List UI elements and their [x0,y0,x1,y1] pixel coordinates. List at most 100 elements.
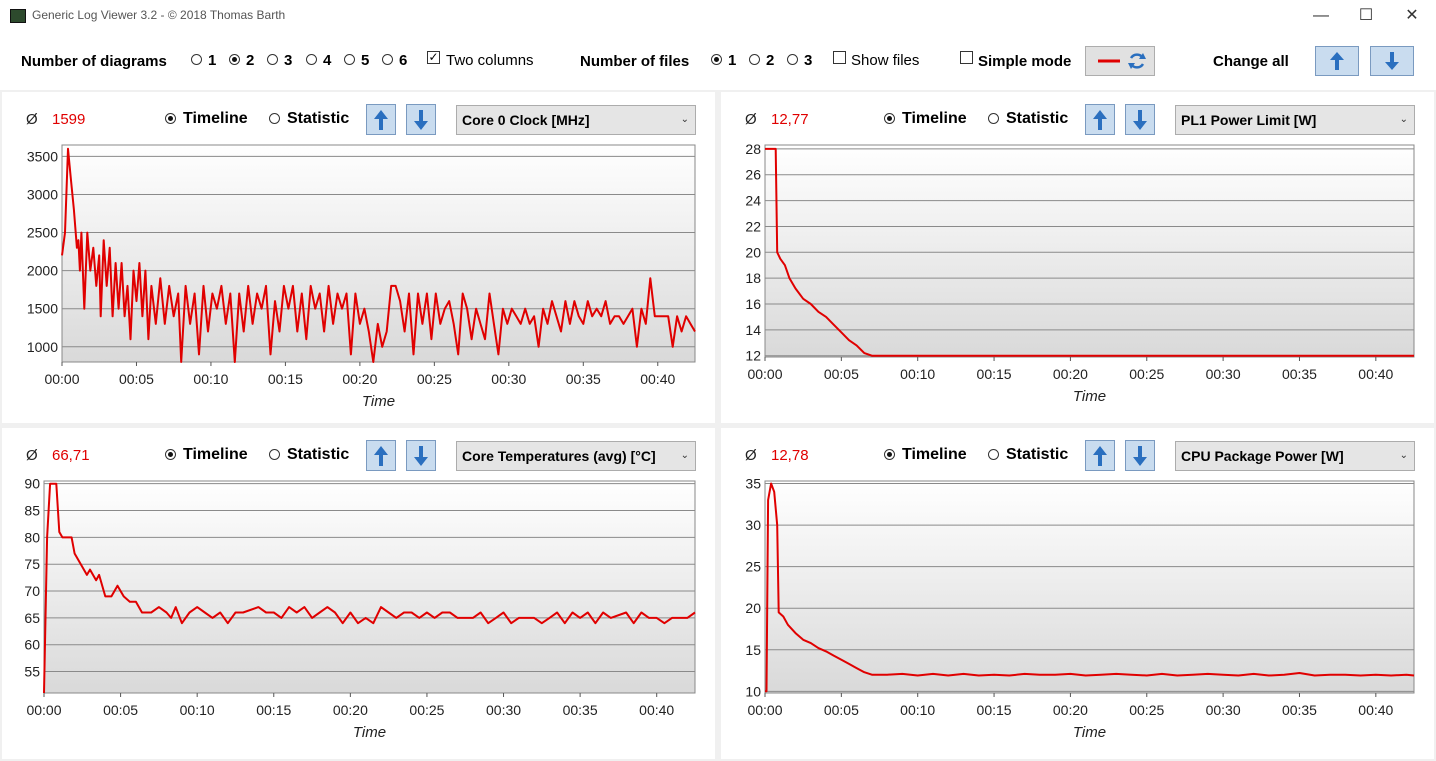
arrow-up-icon [1093,445,1107,466]
timeline-radio[interactable] [165,113,176,124]
x-tick-label: 00:25 [1129,702,1164,718]
panel-down-button[interactable] [406,440,436,471]
arrow-up-icon [374,445,388,466]
x-tick-label: 00:10 [193,371,228,387]
statistic-radio[interactable] [269,449,280,460]
files-radio-3[interactable] [787,54,798,65]
panel-up-button[interactable] [366,440,396,471]
timeline-radio[interactable] [165,449,176,460]
arrow-down-icon [414,445,428,466]
x-tick-label: 00:35 [566,371,601,387]
y-tick-label: 30 [745,517,761,533]
x-tick-label: 00:30 [1206,702,1241,718]
sensor-dropdown[interactable]: Core Temperatures (avg) [°C] ⌄ [456,441,696,471]
show-files-checkbox[interactable] [833,51,846,64]
x-tick-label: 00:40 [1358,702,1393,718]
title-bar: Generic Log Viewer 3.2 - © 2018 Thomas B… [0,0,1436,32]
line-style-refresh-button[interactable] [1085,46,1155,76]
statistic-radio[interactable] [269,113,280,124]
arrow-down-icon [1133,109,1147,130]
x-tick-label: 00:30 [486,702,521,718]
average-symbol: Ø [26,111,38,128]
statistic-radio[interactable] [988,113,999,124]
diagrams-radio-6[interactable] [382,54,393,65]
y-tick-label: 28 [745,141,761,157]
x-tick-label: 00:15 [977,366,1012,382]
chevron-down-icon: ⌄ [680,450,689,461]
plot-area [764,144,1415,358]
x-tick-label: 00:00 [26,702,61,718]
chevron-down-icon: ⌄ [1399,450,1408,461]
diagrams-radio-4[interactable] [306,54,317,65]
diagrams-radio-1[interactable] [191,54,202,65]
arrow-up-icon [1330,52,1344,70]
x-axis-label: Time [1073,388,1106,405]
y-tick-label: 25 [745,559,761,575]
statistic-radio[interactable] [988,449,999,460]
x-tick-label: 00:15 [268,371,303,387]
chevron-down-icon: ⌄ [680,114,689,125]
line-style-swatch [1098,53,1146,69]
y-tick-label: 2500 [27,225,58,241]
diagrams-radio-2[interactable] [229,54,240,65]
change-all-down-button[interactable] [1370,46,1414,76]
series-line [43,482,696,694]
sensor-dropdown-value: Core Temperatures (avg) [°C] [462,448,656,464]
files-option-2: 2 [766,52,775,69]
average-symbol: Ø [745,447,757,464]
sensor-dropdown[interactable]: CPU Package Power [W] ⌄ [1175,441,1415,471]
close-button[interactable]: ✕ [1405,7,1419,24]
plot-area [764,480,1415,694]
panel-down-button[interactable] [1125,104,1155,135]
change-all-up-button[interactable] [1315,46,1359,76]
timeline-label: Timeline [183,446,248,463]
panel-up-button[interactable] [1085,104,1115,135]
files-radio-2[interactable] [749,54,760,65]
panel-up-button[interactable] [366,104,396,135]
y-tick-label: 65 [24,610,40,626]
y-tick-label: 60 [24,637,40,653]
diagrams-option-4: 4 [323,52,332,69]
arrow-down-icon [1133,445,1147,466]
window-title: Generic Log Viewer 3.2 - © 2018 Thomas B… [32,8,286,22]
x-tick-label: 00:35 [1282,702,1317,718]
y-tick-label: 1500 [27,301,58,317]
timeline-chart: 10 15 20 25 30 35 00:00 00:05 00:10 00:15 00:20 00:… [745,475,1415,741]
panel-down-button[interactable] [406,104,436,135]
x-tick-label: 00:15 [256,702,291,718]
x-tick-label: 00:20 [1053,702,1088,718]
simple-mode-label: Simple mode [978,53,1072,70]
diagrams-option-1: 1 [208,52,217,69]
y-tick-label: 55 [24,664,40,680]
timeline-label: Timeline [902,110,967,127]
statistic-label: Statistic [287,110,350,127]
y-tick-label: 1000 [27,339,58,355]
diagram-panel-3: Ø 66,71 Timeline Statistic Core Temperat… [2,428,715,759]
files-radio-1[interactable] [711,54,722,65]
panel-down-button[interactable] [1125,440,1155,471]
simple-mode-checkbox[interactable] [960,51,973,64]
panel-up-button[interactable] [1085,440,1115,471]
timeline-radio[interactable] [884,449,895,460]
two-columns-checkbox[interactable]: ✓ [427,50,440,64]
x-tick-label: 00:20 [342,371,377,387]
x-tick-label: 00:00 [747,702,782,718]
timeline-radio[interactable] [884,113,895,124]
sensor-dropdown-value: PL1 Power Limit [W] [1181,112,1317,128]
y-tick-label: 14 [745,322,761,338]
diagrams-option-3: 3 [284,52,293,69]
timeline-chart: 12 14 16 18 20 22 24 26 28 00:00 00:05 00:10 00:15 00… [745,141,1415,405]
y-tick-label: 16 [745,296,761,312]
sensor-dropdown-value: Core 0 Clock [MHz] [462,112,590,128]
files-label: Number of files [580,53,690,70]
diagrams-radio-3[interactable] [267,54,278,65]
y-tick-label: 24 [745,193,761,209]
statistic-label: Statistic [1006,110,1069,127]
sensor-dropdown[interactable]: PL1 Power Limit [W] ⌄ [1175,105,1415,135]
y-tick-label: 35 [745,475,761,491]
sensor-dropdown[interactable]: Core 0 Clock [MHz] ⌄ [456,105,696,135]
minimize-button[interactable]: — [1313,7,1329,24]
x-tick-label: 00:00 [44,371,79,387]
diagrams-radio-5[interactable] [344,54,355,65]
maximize-button[interactable]: ☐ [1358,7,1374,24]
